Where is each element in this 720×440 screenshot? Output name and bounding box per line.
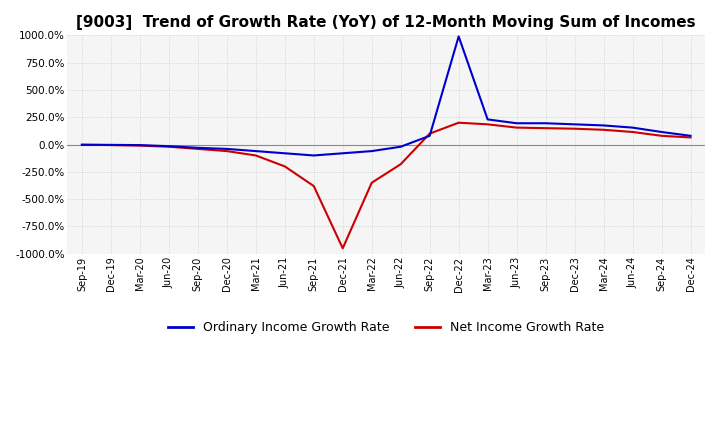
Ordinary Income Growth Rate	[397, 144, 405, 149]
Ordinary Income Growth Rate	[570, 122, 579, 127]
Ordinary Income Growth Rate	[194, 145, 202, 150]
Net Income Growth Rate	[251, 153, 260, 158]
Line: Net Income Growth Rate: Net Income Growth Rate	[82, 123, 690, 248]
Ordinary Income Growth Rate	[657, 129, 666, 135]
Ordinary Income Growth Rate	[310, 153, 318, 158]
Ordinary Income Growth Rate	[367, 148, 376, 154]
Ordinary Income Growth Rate	[135, 143, 144, 148]
Ordinary Income Growth Rate	[541, 121, 550, 126]
Net Income Growth Rate	[135, 143, 144, 148]
Ordinary Income Growth Rate	[78, 142, 86, 147]
Ordinary Income Growth Rate	[513, 121, 521, 126]
Net Income Growth Rate	[541, 125, 550, 131]
Ordinary Income Growth Rate	[338, 150, 347, 156]
Net Income Growth Rate	[513, 125, 521, 130]
Net Income Growth Rate	[397, 161, 405, 167]
Ordinary Income Growth Rate	[454, 34, 463, 39]
Net Income Growth Rate	[570, 126, 579, 132]
Ordinary Income Growth Rate	[281, 150, 289, 156]
Ordinary Income Growth Rate	[107, 142, 115, 147]
Net Income Growth Rate	[78, 142, 86, 147]
Net Income Growth Rate	[367, 180, 376, 185]
Ordinary Income Growth Rate	[164, 143, 173, 149]
Ordinary Income Growth Rate	[426, 133, 434, 139]
Net Income Growth Rate	[194, 146, 202, 151]
Ordinary Income Growth Rate	[222, 146, 231, 151]
Net Income Growth Rate	[107, 143, 115, 148]
Net Income Growth Rate	[686, 135, 695, 140]
Ordinary Income Growth Rate	[629, 125, 637, 130]
Net Income Growth Rate	[483, 122, 492, 127]
Net Income Growth Rate	[629, 129, 637, 135]
Ordinary Income Growth Rate	[251, 148, 260, 154]
Net Income Growth Rate	[310, 183, 318, 189]
Legend: Ordinary Income Growth Rate, Net Income Growth Rate: Ordinary Income Growth Rate, Net Income …	[163, 316, 609, 339]
Net Income Growth Rate	[164, 144, 173, 149]
Line: Ordinary Income Growth Rate: Ordinary Income Growth Rate	[82, 37, 690, 155]
Net Income Growth Rate	[657, 133, 666, 139]
Net Income Growth Rate	[599, 127, 608, 132]
Net Income Growth Rate	[426, 131, 434, 136]
Ordinary Income Growth Rate	[686, 133, 695, 139]
Net Income Growth Rate	[454, 120, 463, 125]
Net Income Growth Rate	[281, 164, 289, 169]
Ordinary Income Growth Rate	[599, 123, 608, 128]
Title: [9003]  Trend of Growth Rate (YoY) of 12-Month Moving Sum of Incomes: [9003] Trend of Growth Rate (YoY) of 12-…	[76, 15, 696, 30]
Net Income Growth Rate	[338, 246, 347, 251]
Net Income Growth Rate	[222, 148, 231, 154]
Ordinary Income Growth Rate	[483, 117, 492, 122]
